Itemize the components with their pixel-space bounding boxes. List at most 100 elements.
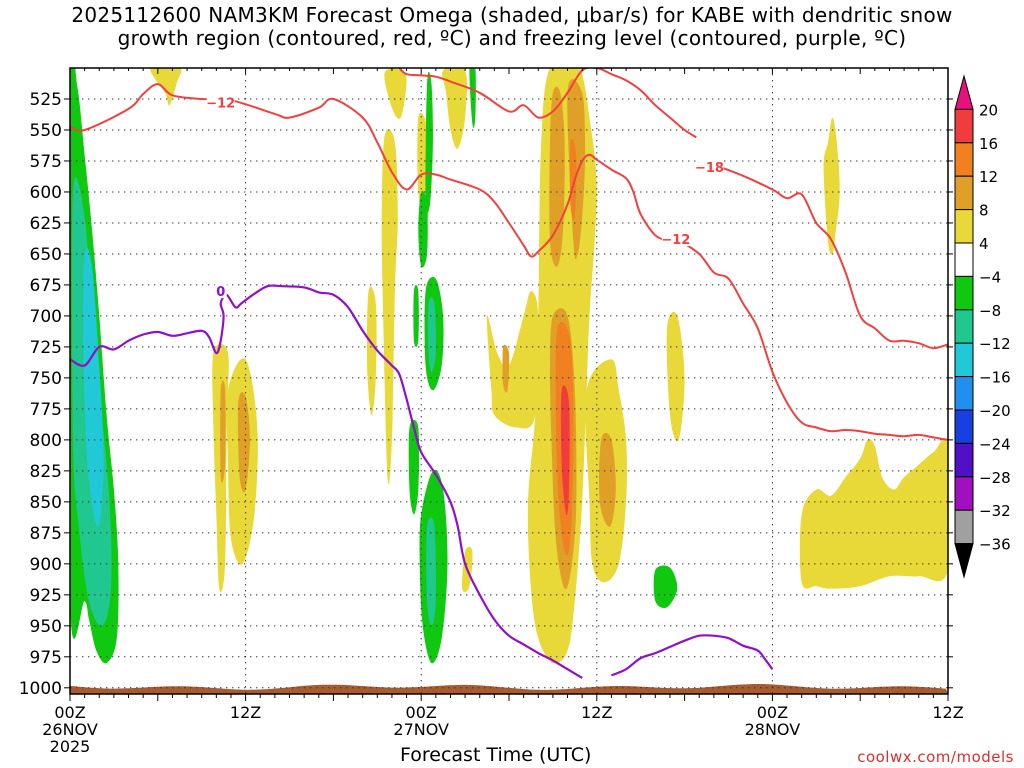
- y-tick-label-600: 600: [30, 183, 62, 203]
- colorbar-label-6: −8: [979, 302, 1001, 320]
- ground-strip: [70, 684, 948, 694]
- colorbar-label-10: −24: [979, 435, 1011, 453]
- freezing-level-contour-1: [610, 634, 774, 677]
- y-tick-label-775: 775: [30, 400, 62, 420]
- contour-label-1: −18: [695, 161, 724, 176]
- contour-label-0: −12: [206, 97, 235, 112]
- colorbar-label-3: 8: [979, 202, 989, 220]
- omega-region-5: [442, 68, 468, 149]
- omega-region-24: [569, 139, 577, 221]
- x-date-label-48: 28NOV: [745, 720, 801, 739]
- omega-region-2: [381, 129, 398, 485]
- omega-shaded-regions: [70, 68, 948, 664]
- contour-label-bg-0: [206, 94, 235, 110]
- x-tick-label-0: 00Z: [54, 703, 85, 722]
- colorbar-swatch-12: [954, 476, 974, 511]
- contour-label-3: 0: [216, 285, 225, 300]
- x-year-label-0: 2025: [50, 737, 91, 756]
- omega-region-22: [599, 432, 616, 527]
- x-tick-label-48: 00Z: [757, 703, 788, 722]
- y-tick-label-1000: 1000: [19, 679, 62, 699]
- y-tick-label-725: 725: [30, 338, 62, 358]
- site-watermark: coolwx.com/models: [857, 748, 1014, 766]
- x-date-label-24: 27NOV: [393, 720, 449, 739]
- contour-lines: [70, 68, 948, 679]
- y-tick-label-900: 900: [30, 555, 62, 575]
- y-tick-label-950: 950: [30, 617, 62, 637]
- y-tick-label-675: 675: [30, 276, 62, 296]
- omega-region-20: [237, 392, 250, 493]
- colorbar-swatch-11: [954, 442, 974, 478]
- y-tick-label-925: 925: [30, 586, 62, 606]
- y-tick-label-825: 825: [30, 462, 62, 482]
- colorbar-swatch-10: [954, 409, 974, 444]
- omega-region-33: [469, 68, 476, 128]
- omega-region-3: [366, 286, 377, 416]
- contour-labels: −12 −18 −12 0: [206, 94, 724, 300]
- omega-region-29: [413, 284, 419, 347]
- omega-region-25: [560, 385, 570, 516]
- x-tick-label-60: 12Z: [932, 703, 963, 722]
- grid-lines: [70, 68, 948, 694]
- contour-label-bg-2: [661, 231, 690, 247]
- snow-growth-contour-1: [398, 68, 697, 139]
- y-tick-label-875: 875: [30, 524, 62, 544]
- x-tick-label-12: 12Z: [230, 703, 261, 722]
- y-tick-label-700: 700: [30, 307, 62, 327]
- omega-region-38: [83, 247, 104, 527]
- colorbar-swatch-7: [954, 309, 974, 344]
- y-tick-label-850: 850: [30, 493, 62, 513]
- omega-region-19: [220, 380, 226, 483]
- snow-growth-contour-0: [70, 83, 671, 258]
- chart-title-line-2: growth region (contoured, red, ºC) and f…: [117, 26, 907, 50]
- colorbar-label-9: −20: [979, 402, 1011, 420]
- colorbar-label-11: −28: [979, 469, 1011, 487]
- chart-title: 2025112600 NAM3KM Forecast Omega (shaded…: [0, 4, 1024, 50]
- omega-region-1: [384, 68, 407, 119]
- colorbar-label-0: 20: [979, 101, 998, 119]
- colorbar-label-4: 4: [979, 235, 989, 253]
- omega-region-12: [823, 117, 840, 255]
- contour-label-bg-1: [695, 159, 724, 175]
- snow-growth-contour-2: [713, 163, 948, 350]
- colorbar-swatch-6: [954, 275, 974, 311]
- omega-region-27: [425, 71, 433, 213]
- y-tick-label-975: 975: [30, 648, 62, 668]
- ground-surface: [70, 684, 948, 694]
- omega-region-0: [150, 68, 182, 106]
- colorbar-swatch-2: [954, 142, 974, 177]
- colorbar: 20 16 12 8 4 −4 −8 −12 −16 −20 −24 −28 −32 −36: [954, 74, 1011, 579]
- x-date-label-0: 26NOV: [42, 720, 98, 739]
- colorbar-label-13: −36: [979, 536, 1011, 554]
- colorbar-label-7: −12: [979, 335, 1011, 353]
- omega-region-28: [418, 190, 428, 268]
- colorbar-label-12: −32: [979, 502, 1011, 520]
- colorbar-swatch-8: [954, 342, 974, 378]
- x-tick-label-36: 12Z: [581, 703, 612, 722]
- omega-region-8: [486, 291, 539, 429]
- x-tick-label-24: 00Z: [406, 703, 437, 722]
- contour-label-2: −12: [661, 233, 690, 248]
- omega-region-34: [653, 565, 678, 608]
- chart-title-line-1: 2025112600 NAM3KM Forecast Omega (shaded…: [71, 3, 953, 27]
- colorbar-swatch-1: [954, 108, 974, 144]
- colorbar-label-5: −4: [979, 268, 1001, 286]
- omega-region-11: [666, 311, 685, 442]
- colorbar-bottom-arrow: [954, 543, 974, 579]
- colorbar-swatch-13: [954, 509, 974, 545]
- freezing-level-contour-0: [70, 284, 583, 679]
- colorbar-swatch-5: [954, 242, 974, 277]
- y-tick-label-550: 550: [30, 121, 62, 141]
- colorbar-label-1: 16: [979, 135, 998, 153]
- y-tick-label-650: 650: [30, 245, 62, 265]
- omega-region-14: [799, 438, 948, 589]
- colorbar-swatch-9: [954, 376, 974, 411]
- colorbar-label-8: −16: [979, 369, 1011, 387]
- contour-label-bg-3: [214, 283, 227, 299]
- colorbar-swatch-4: [954, 209, 974, 244]
- y-tick-label-750: 750: [30, 369, 62, 389]
- y-axis: 525 550 575 600 625 650 675 700 725 750 775 800 825 8…: [19, 90, 953, 699]
- y-tick-label-625: 625: [30, 214, 62, 234]
